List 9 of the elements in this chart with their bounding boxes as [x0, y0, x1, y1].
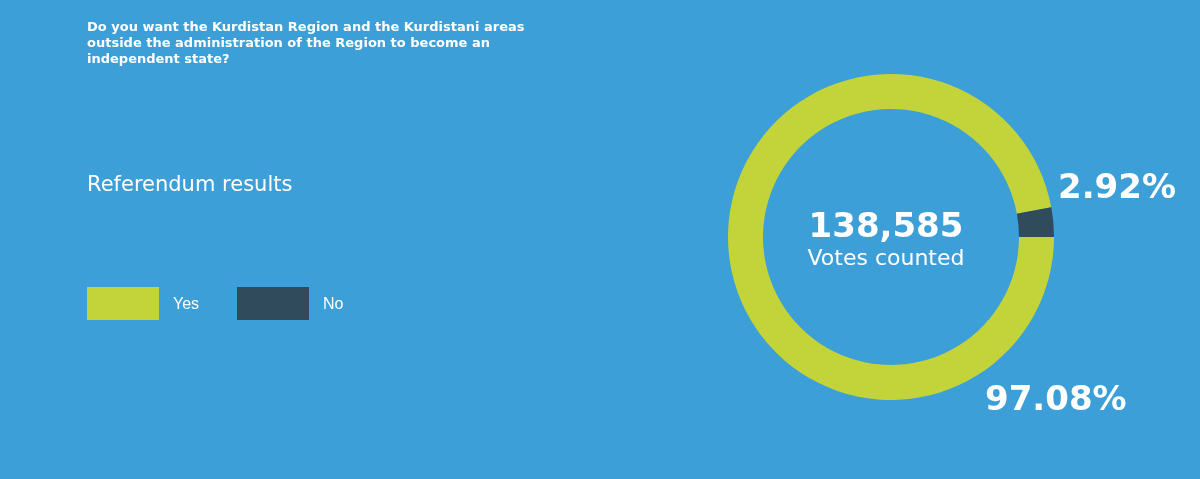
text: Votes counted	[806, 245, 966, 271]
legend-label: Yes	[173, 294, 200, 313]
text: Referendum results	[87, 172, 293, 196]
data-label: 97.08%	[985, 378, 1127, 418]
data-label: 2.92%	[1058, 166, 1176, 206]
text: 138,585	[807, 205, 965, 245]
legend-label: No	[323, 294, 344, 313]
donut-slice	[1016, 207, 1054, 238]
chart-title: Do you want the Kurdistan Region and the Kurdistani areas outside the administration of the Region to become an independent state?	[87, 19, 526, 67]
